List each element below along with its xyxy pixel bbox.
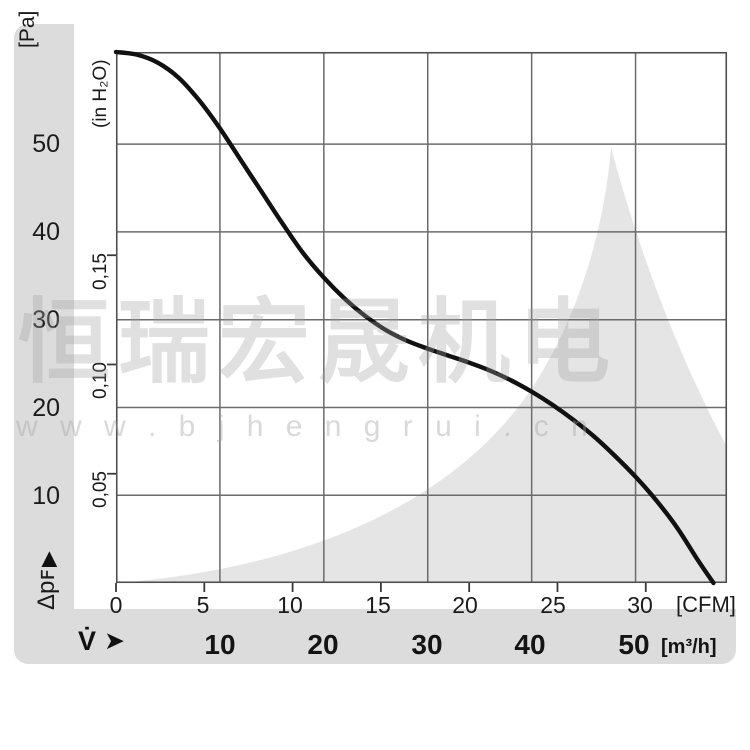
- pressure-tick-30: 30: [32, 306, 60, 334]
- cfm-axis-unit: [CFM]: [676, 592, 736, 617]
- m3h-tick-50: 50: [618, 629, 650, 660]
- gridlines: [116, 52, 727, 583]
- pressure-axis-unit: [Pa]: [16, 10, 39, 48]
- m3h-axis-unit: [m³/h]: [661, 636, 717, 658]
- m3h-tick-30: 30: [411, 629, 443, 660]
- cfm-tick-20: 20: [452, 592, 478, 618]
- cfm-tick-5: 5: [196, 592, 210, 618]
- pressure-tick-20: 20: [32, 394, 60, 422]
- inh2o-ticks: [107, 254, 116, 475]
- m3h-tick-20: 20: [307, 629, 339, 660]
- inh2o-tick-005: 0,05: [90, 471, 111, 508]
- flow-axis-symbol: V̇: [78, 626, 97, 656]
- plot-frame: [115, 51, 728, 584]
- cfm-tick-30: 30: [627, 592, 653, 618]
- m3h-tick-10: 10: [204, 629, 236, 660]
- cfm-tick-10: 10: [277, 592, 303, 618]
- m3h-tick-40: 40: [514, 629, 546, 660]
- plot-area: [107, 49, 728, 592]
- watermark-fan-shape: [116, 147, 727, 583]
- cfm-ticks: [115, 583, 647, 592]
- pressure-curve: [113, 49, 716, 586]
- cfm-tick-15: 15: [365, 592, 391, 618]
- cfm-tick-0: 0: [109, 592, 123, 618]
- inh2o-axis-unit: (in H₂O): [90, 59, 111, 128]
- plot-field: [74, 24, 736, 609]
- pressure-axis-symbol: Δpꜰ: [33, 568, 60, 610]
- pressure-tick-50: 50: [32, 130, 60, 158]
- inh2o-tick-015: 0,15: [90, 253, 111, 290]
- plot-svg: [107, 49, 728, 592]
- flow-axis-arrow-icon: ➤: [104, 627, 125, 655]
- pressure-tick-40: 40: [32, 218, 60, 246]
- pressure-tick-10: 10: [32, 482, 60, 510]
- cfm-tick-25: 25: [540, 592, 566, 618]
- pressure-axis-arrow-icon: ▲: [36, 543, 63, 573]
- inh2o-tick-010: 0,10: [90, 362, 111, 399]
